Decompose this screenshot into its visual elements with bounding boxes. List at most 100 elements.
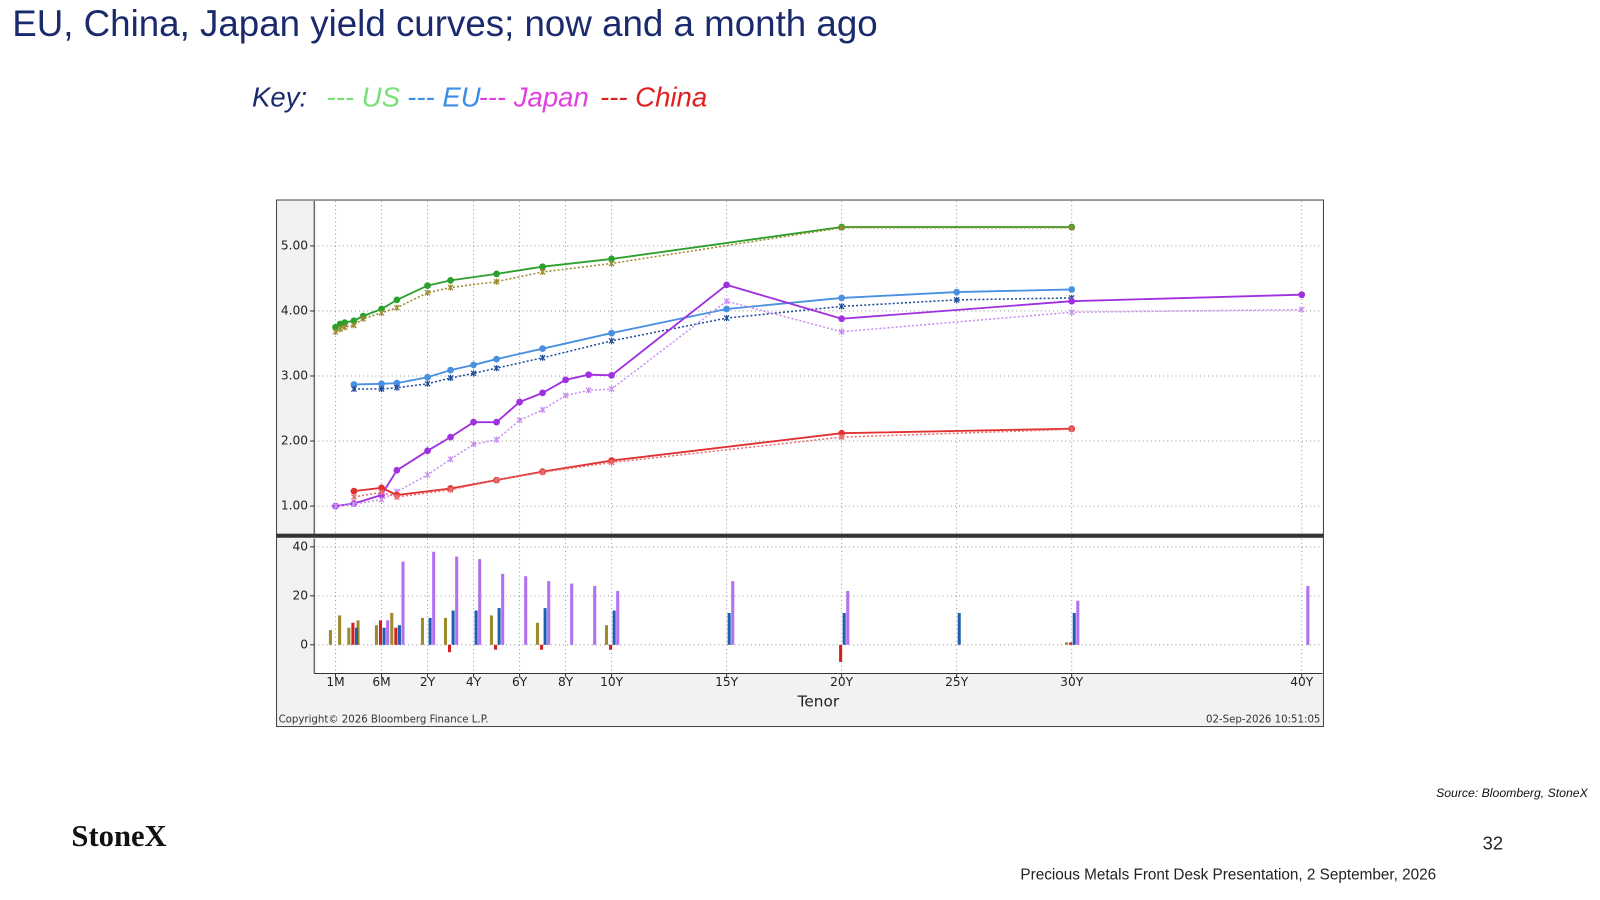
bar bbox=[443, 617, 447, 645]
bar bbox=[451, 610, 455, 645]
bar bbox=[543, 608, 547, 645]
bar bbox=[347, 627, 351, 645]
point bbox=[1068, 426, 1075, 433]
y-tick-label: 3.00 bbox=[281, 368, 308, 382]
page-number: 32 bbox=[1483, 833, 1503, 854]
bar bbox=[1069, 642, 1073, 645]
footer: Precious Metals Front Desk Presentation,… bbox=[1020, 867, 1436, 884]
bar bbox=[612, 610, 616, 645]
point bbox=[838, 328, 845, 335]
timestamp: 02-Sep-2026 10:51:05 bbox=[1206, 714, 1320, 725]
point bbox=[838, 434, 845, 441]
point bbox=[1298, 291, 1306, 299]
bar bbox=[616, 590, 620, 645]
point bbox=[337, 326, 344, 333]
point bbox=[378, 309, 385, 316]
point bbox=[608, 255, 615, 263]
bar bbox=[1065, 642, 1069, 645]
bar bbox=[351, 622, 355, 645]
point bbox=[608, 260, 615, 267]
point bbox=[332, 328, 339, 335]
plot-area-bottom bbox=[316, 538, 1323, 674]
key-label: Key: bbox=[252, 81, 307, 112]
bar bbox=[494, 644, 498, 650]
point bbox=[393, 296, 401, 304]
point bbox=[332, 503, 339, 510]
y-tick-label: 5.00 bbox=[281, 238, 308, 252]
point bbox=[1068, 297, 1076, 305]
point bbox=[393, 304, 400, 311]
x-tick-label: 30Y bbox=[1060, 675, 1084, 689]
bar bbox=[570, 583, 574, 645]
bar bbox=[609, 644, 613, 650]
bar bbox=[957, 612, 961, 645]
key-entry: --- EU bbox=[407, 81, 482, 112]
point bbox=[378, 484, 385, 492]
y-tick-label: 2.00 bbox=[281, 434, 308, 448]
point bbox=[470, 441, 477, 448]
point bbox=[723, 305, 730, 313]
point bbox=[424, 373, 431, 381]
panel-separator bbox=[276, 533, 1324, 538]
bar bbox=[839, 644, 843, 662]
point bbox=[341, 319, 349, 327]
y-tick-label: 1.00 bbox=[281, 499, 308, 513]
point bbox=[953, 288, 961, 296]
point bbox=[516, 398, 523, 406]
point bbox=[838, 294, 846, 302]
point bbox=[493, 436, 500, 443]
point bbox=[723, 281, 730, 289]
point bbox=[608, 459, 615, 466]
bar bbox=[540, 644, 544, 650]
x-tick-label: 4Y bbox=[466, 675, 482, 689]
point bbox=[350, 381, 358, 388]
bar bbox=[535, 622, 540, 645]
point bbox=[608, 329, 615, 337]
point bbox=[447, 374, 454, 381]
plots: 1.00 2.00 3.00 4.00 5.00 1M 6M 2Y 4Y 6Y 8Y 10Y 15Y 20… bbox=[281, 201, 1323, 689]
bar bbox=[428, 617, 432, 645]
point bbox=[539, 354, 546, 361]
x-tick-label: 6Y bbox=[512, 675, 528, 689]
x-tick-label: 6M bbox=[372, 675, 390, 689]
bar bbox=[382, 627, 386, 645]
point bbox=[360, 315, 367, 322]
bar bbox=[374, 625, 378, 645]
bar bbox=[727, 612, 731, 645]
point bbox=[953, 296, 960, 303]
logo: StoneX bbox=[71, 819, 166, 853]
bar bbox=[401, 561, 405, 645]
point bbox=[424, 380, 431, 387]
point bbox=[539, 406, 546, 413]
bar bbox=[432, 551, 436, 645]
point bbox=[350, 385, 357, 393]
series-line bbox=[335, 226, 1072, 333]
point bbox=[378, 496, 385, 503]
point bbox=[723, 315, 730, 322]
point bbox=[447, 486, 454, 493]
point bbox=[838, 224, 845, 231]
bar bbox=[547, 581, 551, 645]
point bbox=[393, 466, 401, 474]
point bbox=[539, 268, 546, 275]
x-tick-label: 2Y bbox=[420, 675, 436, 689]
bar bbox=[478, 559, 482, 645]
copyright: Copyright© 2026 Bloomberg Finance L.P. bbox=[279, 714, 489, 725]
point bbox=[447, 456, 454, 463]
x-tick-label: 40Y bbox=[1290, 675, 1314, 689]
x-tick-label: 15Y bbox=[715, 675, 739, 689]
bar bbox=[378, 620, 383, 645]
point bbox=[493, 355, 500, 363]
point bbox=[585, 387, 592, 394]
bar bbox=[356, 620, 360, 645]
point bbox=[539, 345, 546, 353]
point bbox=[838, 315, 846, 323]
point bbox=[424, 282, 431, 289]
x-axis-label: Tenor bbox=[797, 693, 840, 711]
bar bbox=[1076, 600, 1080, 645]
x-tick-label: 1M bbox=[326, 675, 344, 689]
point bbox=[493, 270, 500, 278]
x-tick-label: 10Y bbox=[600, 675, 624, 689]
point bbox=[493, 365, 500, 372]
key-entry: --- China bbox=[600, 81, 707, 112]
